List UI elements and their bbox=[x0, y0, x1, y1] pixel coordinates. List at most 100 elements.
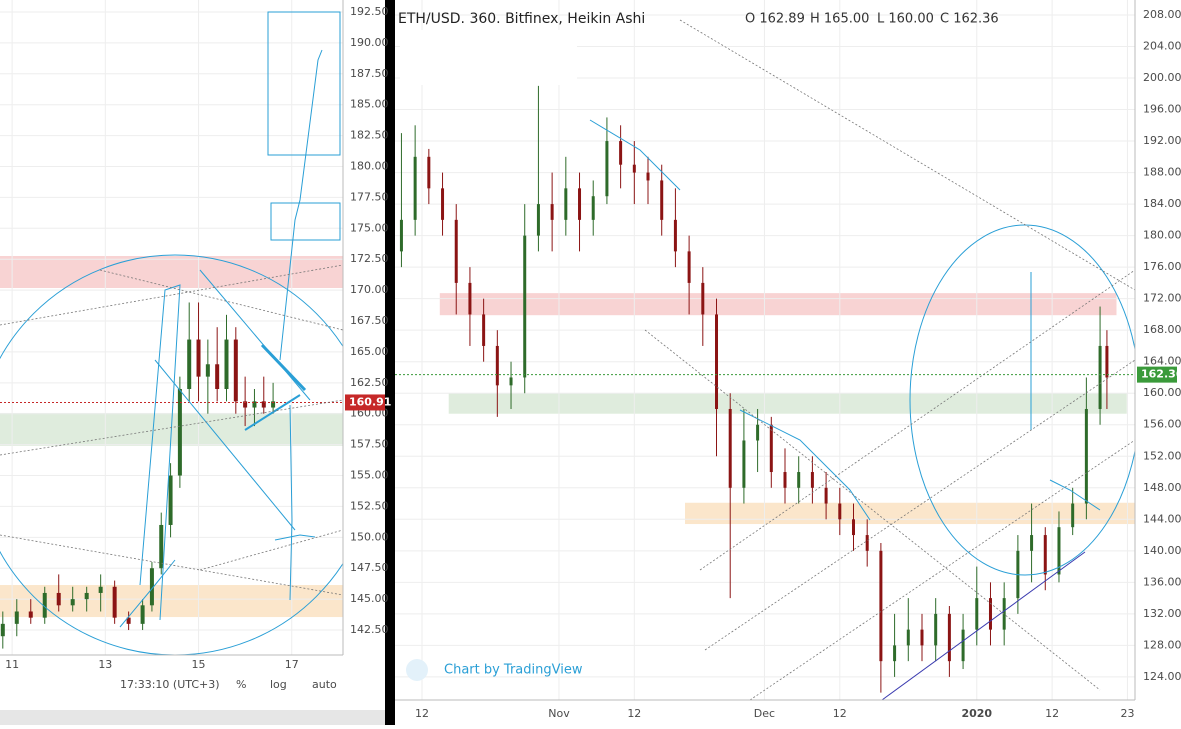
drawing-path bbox=[289, 404, 293, 601]
candle-body bbox=[523, 235, 527, 378]
x-tick-label: 12 bbox=[415, 707, 429, 720]
drawing-box bbox=[270, 202, 341, 241]
candle-body bbox=[961, 629, 965, 662]
y-tick-label: 180.00 bbox=[1143, 229, 1181, 242]
y-tick-label: 196.00 bbox=[1143, 103, 1181, 116]
y-tick-label: 204.00 bbox=[1143, 39, 1181, 52]
y-tick-label: 145.00 bbox=[350, 592, 389, 605]
drawing-path bbox=[244, 394, 301, 431]
candle-body bbox=[1084, 408, 1088, 504]
y-tick-label: 180.00 bbox=[350, 160, 389, 173]
trend-line bbox=[0, 399, 344, 456]
candle-body bbox=[742, 440, 746, 488]
x-tick-label: Nov bbox=[548, 707, 570, 720]
ohlc-value: H 165.00 bbox=[810, 12, 869, 27]
candle-body bbox=[701, 282, 705, 315]
y-tick-label: 155.00 bbox=[350, 469, 389, 482]
credit: Chart by TradingView bbox=[444, 663, 583, 678]
candle-body bbox=[454, 219, 458, 283]
candle-body bbox=[495, 345, 499, 386]
candle-body bbox=[797, 472, 801, 488]
candle-body bbox=[28, 611, 33, 618]
trend-line bbox=[199, 529, 344, 571]
candle-body bbox=[975, 598, 979, 630]
y-tick-label: 177.50 bbox=[350, 190, 389, 203]
y-tick-label: 162.50 bbox=[350, 376, 389, 389]
candle-body bbox=[215, 364, 220, 389]
last-price-label: 162.36 bbox=[1141, 368, 1181, 381]
chart-title: ETH/USD. 360. Bitfinex, Heikin Ashi bbox=[398, 11, 645, 27]
candle-body bbox=[509, 377, 513, 386]
candle-body bbox=[14, 611, 19, 624]
logo bbox=[406, 659, 428, 681]
candle-body bbox=[783, 472, 787, 488]
candle-body bbox=[112, 586, 117, 618]
candle-body bbox=[687, 251, 691, 283]
price-zone bbox=[0, 255, 343, 289]
candle-body bbox=[252, 401, 257, 408]
candle-body bbox=[536, 204, 540, 236]
candle-body bbox=[177, 388, 182, 476]
candle-body bbox=[468, 282, 472, 315]
y-tick-label: 182.50 bbox=[350, 129, 389, 142]
candle-body bbox=[159, 524, 164, 569]
candle-body bbox=[84, 592, 89, 600]
candle-body bbox=[1105, 345, 1109, 378]
toolbar-item[interactable]: auto bbox=[312, 678, 337, 691]
y-tick-label: 167.50 bbox=[350, 314, 389, 327]
candle-body bbox=[441, 188, 445, 220]
candle-body bbox=[728, 408, 732, 488]
y-tick-label: 172.00 bbox=[1143, 292, 1181, 305]
candle-body bbox=[70, 599, 75, 606]
candle-body bbox=[1030, 535, 1034, 551]
candle-body bbox=[149, 568, 154, 606]
x-tick-label: 17 bbox=[285, 658, 299, 671]
candle-body bbox=[810, 472, 814, 488]
x-tick-label: 12 bbox=[627, 707, 641, 720]
left-footer bbox=[0, 710, 385, 725]
trend-line bbox=[99, 269, 344, 331]
candle-body bbox=[550, 204, 554, 220]
y-tick-label: 200.00 bbox=[1143, 71, 1181, 84]
y-tick-label: 192.50 bbox=[350, 5, 389, 18]
price-zone bbox=[439, 293, 1117, 316]
candle-body bbox=[233, 339, 238, 402]
legend-backdrop bbox=[400, 30, 577, 85]
left-panel bbox=[0, 0, 343, 655]
y-tick-label: 150.00 bbox=[350, 530, 389, 543]
candle-body bbox=[947, 613, 951, 662]
candle-body bbox=[205, 364, 210, 377]
y-tick-label: 175.00 bbox=[350, 221, 389, 234]
drawing-path bbox=[881, 551, 1086, 701]
candle-body bbox=[934, 613, 938, 646]
last-price-label: 160.91 bbox=[349, 395, 391, 408]
y-tick-label: 168.00 bbox=[1143, 323, 1181, 336]
y-tick-label: 185.00 bbox=[350, 98, 389, 111]
candle-body bbox=[646, 172, 650, 181]
y-tick-label: 148.00 bbox=[1143, 481, 1181, 494]
y-tick-label: 142.50 bbox=[350, 623, 389, 636]
candle-body bbox=[413, 156, 417, 220]
candle-body bbox=[769, 424, 773, 473]
candle-body bbox=[42, 592, 47, 618]
y-tick-label: 128.00 bbox=[1143, 638, 1181, 651]
trend-line bbox=[679, 19, 1136, 291]
candle-body bbox=[673, 219, 677, 252]
candle-body bbox=[140, 605, 145, 624]
candle-body bbox=[187, 339, 192, 389]
drawing-path bbox=[139, 284, 181, 621]
ohlc-value: O 162.89 bbox=[745, 12, 805, 27]
last-price-tag bbox=[345, 394, 385, 411]
x-tick-label: 15 bbox=[192, 658, 206, 671]
y-tick-label: 136.00 bbox=[1143, 575, 1181, 588]
toolbar-item[interactable]: log bbox=[270, 678, 287, 691]
y-tick-label: 160.00 bbox=[1143, 386, 1181, 399]
ohlc-value: C 162.36 bbox=[940, 12, 999, 27]
candle-body bbox=[126, 617, 131, 624]
toolbar-item[interactable]: % bbox=[236, 678, 246, 691]
divider bbox=[385, 0, 395, 725]
y-tick-label: 152.00 bbox=[1143, 449, 1181, 462]
drawing-path bbox=[154, 359, 296, 531]
x-tick-label: 2020 bbox=[961, 707, 992, 720]
